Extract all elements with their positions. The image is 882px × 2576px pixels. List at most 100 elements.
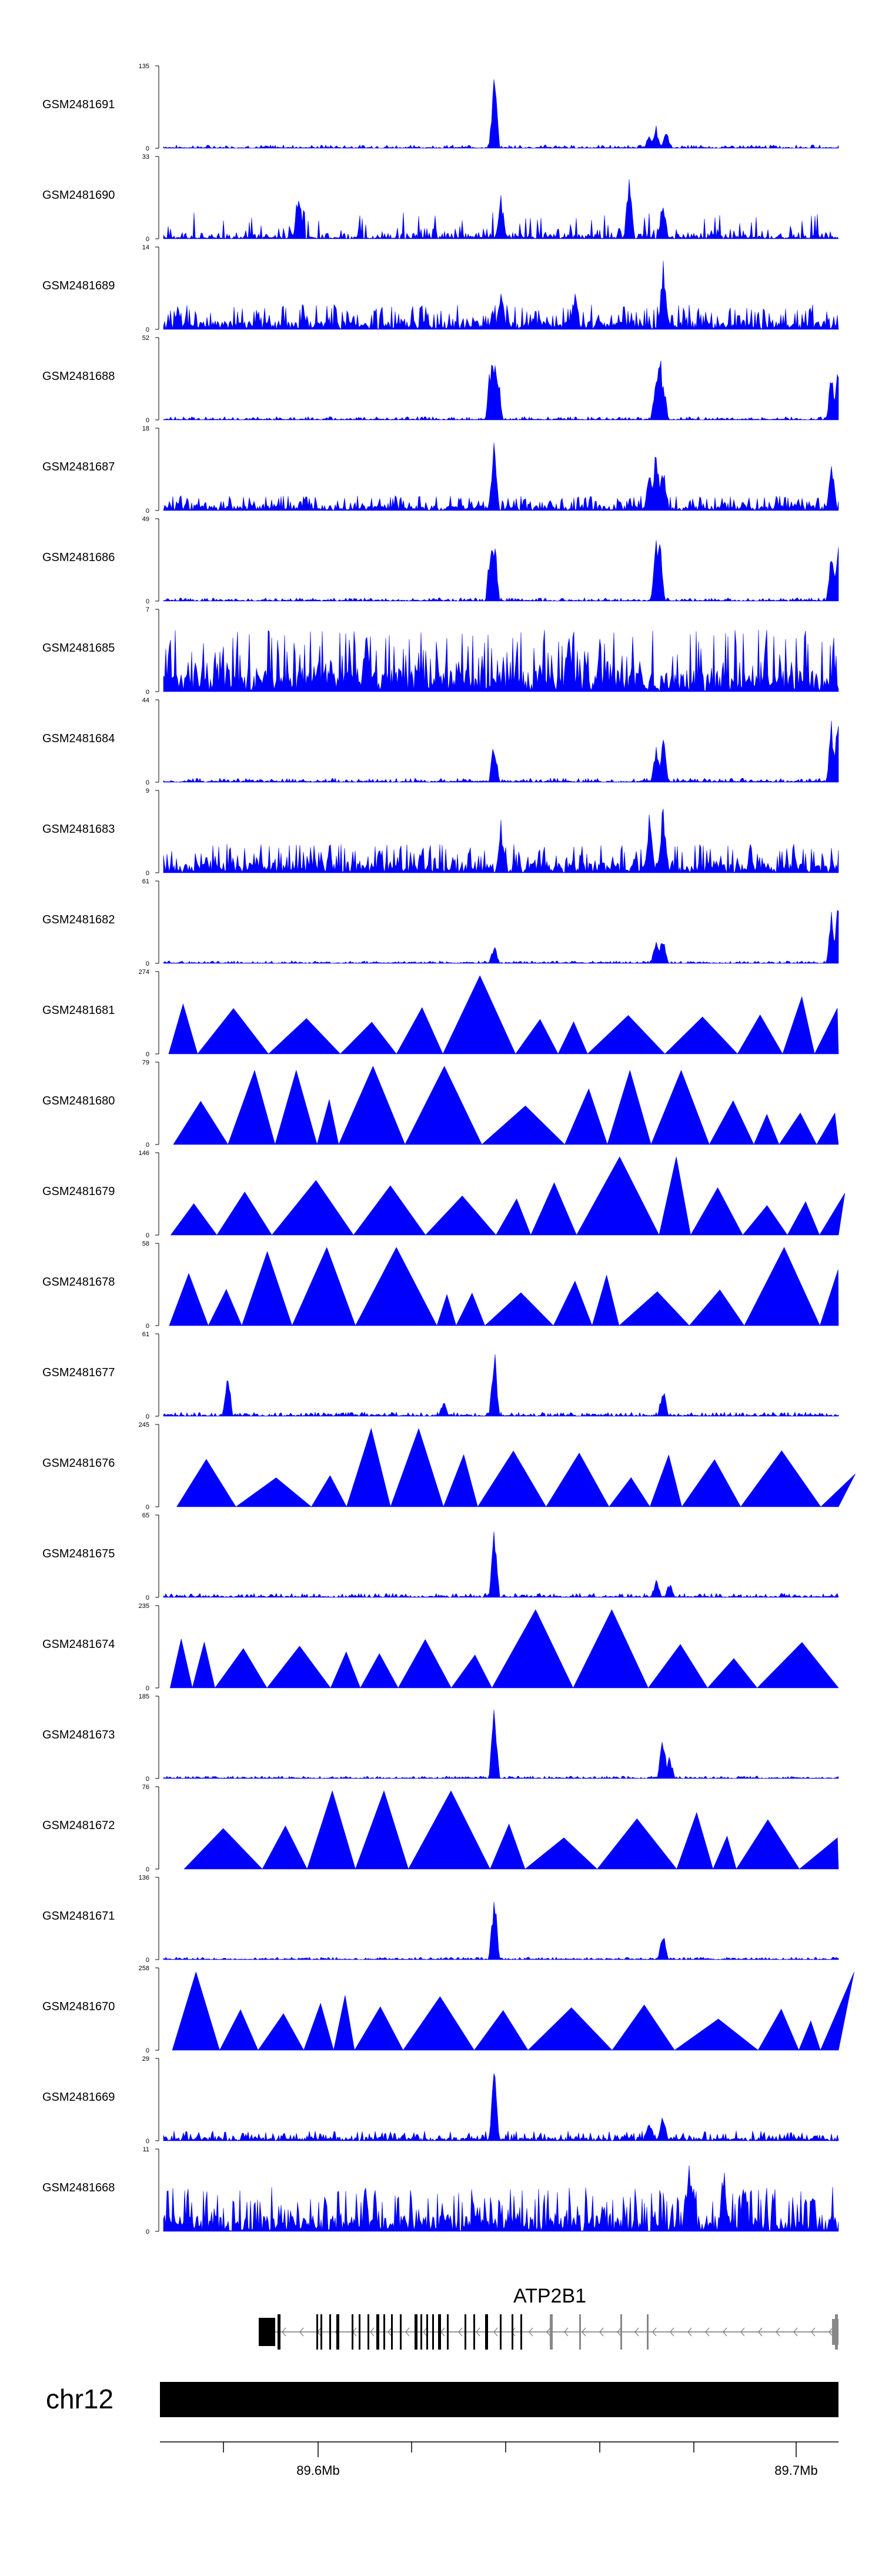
coverage-area: [163, 442, 839, 511]
coverage-area: [163, 1710, 839, 1779]
gene-exon: [316, 2314, 318, 2350]
y-zero-label: 0: [146, 1232, 149, 1239]
track-label: GSM2481691: [42, 98, 115, 111]
gene-exon: [620, 2314, 622, 2350]
y-zero-label: 0: [146, 1323, 149, 1330]
gene-exon: [259, 2318, 275, 2346]
track-GSM2481684: GSM2481684 44 0: [42, 697, 839, 786]
coverage-area: [163, 1354, 839, 1417]
y-zero-label: 0: [146, 2138, 149, 2145]
coverage-area: [163, 540, 839, 602]
gene-exon: [383, 2314, 385, 2350]
gene-exon: [336, 2314, 339, 2350]
track-label: GSM2481668: [42, 2181, 115, 2194]
coverage-area: [163, 629, 839, 692]
track-label: GSM2481676: [42, 1457, 115, 1470]
strand-arrow: [652, 2327, 657, 2337]
track-label: GSM2481683: [42, 823, 115, 836]
strand-arrow: [299, 2327, 304, 2337]
chromosome-ideogram: chr12: [46, 2382, 838, 2417]
coverage-area: [163, 809, 839, 873]
coverage-area: [163, 2165, 839, 2232]
gene-exon: [376, 2314, 379, 2350]
gene-exon: [359, 2314, 360, 2350]
chromosome-label: chr12: [46, 2384, 113, 2414]
y-max-label: 7: [146, 606, 149, 613]
y-max-label: 61: [142, 1331, 149, 1338]
y-max-label: 49: [142, 516, 149, 523]
strand-arrow: [387, 2327, 392, 2337]
x-tick-label: 89.6Mb: [296, 2463, 339, 2478]
strand-arrow: [493, 2327, 498, 2337]
y-zero-label: 0: [146, 779, 149, 786]
track-label: GSM2481670: [42, 2000, 115, 2013]
y-zero-label: 0: [146, 1957, 149, 1964]
coverage-area: [176, 1427, 856, 1508]
coverage-area: [168, 975, 839, 1055]
y-max-label: 79: [142, 1059, 149, 1066]
gene-exon: [832, 2319, 838, 2345]
gene-exon: [415, 2314, 417, 2350]
y-max-label: 9: [146, 788, 149, 795]
track-GSM2481673: GSM2481673 185 0: [42, 1693, 839, 1783]
track-GSM2481685: GSM2481685 7 0: [42, 606, 839, 696]
track-label: GSM2481679: [42, 1185, 115, 1198]
coverage-area: [163, 910, 839, 964]
y-zero-label: 0: [146, 2047, 149, 2054]
strand-arrow: [564, 2327, 569, 2337]
track-GSM2481677: GSM2481677 61 0: [42, 1331, 839, 1420]
gene-exon: [520, 2314, 522, 2350]
track-label: GSM2481677: [42, 1366, 115, 1379]
y-zero-label: 0: [146, 326, 149, 333]
gene-exon: [485, 2314, 488, 2350]
strand-arrow: [282, 2327, 286, 2337]
gene-exon: [465, 2314, 466, 2350]
strand-arrow: [634, 2327, 639, 2337]
y-max-label: 33: [142, 154, 149, 161]
strand-arrow: [423, 2327, 427, 2337]
coverage-area: [169, 1609, 839, 1689]
track-GSM2481669: GSM2481669 29 0: [42, 2056, 839, 2145]
coverage-area: [163, 361, 839, 421]
strand-arrow: [617, 2327, 622, 2337]
gene-exon: [368, 2314, 369, 2350]
coverage-area: [172, 1971, 854, 2051]
strand-arrow: [599, 2327, 604, 2337]
coverage-tracks: GSM24816911350GSM2481690330GSM2481689140…: [42, 63, 856, 2235]
gene-exon: [500, 2314, 502, 2350]
coverage-area: [163, 1901, 839, 1960]
track-GSM2481676: GSM2481676 245 0: [42, 1422, 856, 1511]
y-zero-label: 0: [146, 145, 149, 152]
track-label: GSM2481688: [42, 370, 115, 383]
gene-exon: [400, 2314, 402, 2350]
strand-arrow: [370, 2327, 375, 2337]
gene-exon: [647, 2314, 649, 2350]
gene-exon: [329, 2314, 331, 2350]
y-max-label: 29: [142, 2056, 149, 2063]
y-max-label: 58: [142, 1240, 149, 1247]
y-max-label: 274: [139, 969, 149, 976]
coverage-area: [163, 79, 839, 149]
track-GSM2481686: GSM2481686 49 0: [42, 516, 839, 605]
y-max-label: 185: [139, 1693, 149, 1700]
track-GSM2481680: GSM2481680 79 0: [42, 1059, 839, 1149]
track-GSM2481683: GSM2481683 9 0: [42, 788, 839, 877]
y-zero-label: 0: [146, 1051, 149, 1058]
y-zero-label: 0: [146, 1866, 149, 1873]
y-zero-label: 0: [146, 598, 149, 605]
y-zero-label: 0: [146, 2228, 149, 2235]
strand-arrow: [458, 2327, 463, 2337]
y-zero-label: 0: [146, 508, 149, 515]
gene-exon: [352, 2314, 353, 2350]
track-label: GSM2481671: [42, 1910, 115, 1923]
coverage-area: [169, 1247, 839, 1326]
coverage-area: [163, 261, 839, 330]
strand-arrow: [776, 2327, 780, 2337]
y-zero-label: 0: [146, 1685, 149, 1692]
track-GSM2481668: GSM2481668 11 0: [42, 2146, 839, 2235]
gene-exon: [447, 2314, 449, 2350]
track-GSM2481690: GSM2481690 33 0: [42, 154, 839, 243]
coverage-area: [163, 2073, 839, 2141]
track-label: GSM2481678: [42, 1276, 115, 1289]
y-max-label: 61: [142, 878, 149, 885]
